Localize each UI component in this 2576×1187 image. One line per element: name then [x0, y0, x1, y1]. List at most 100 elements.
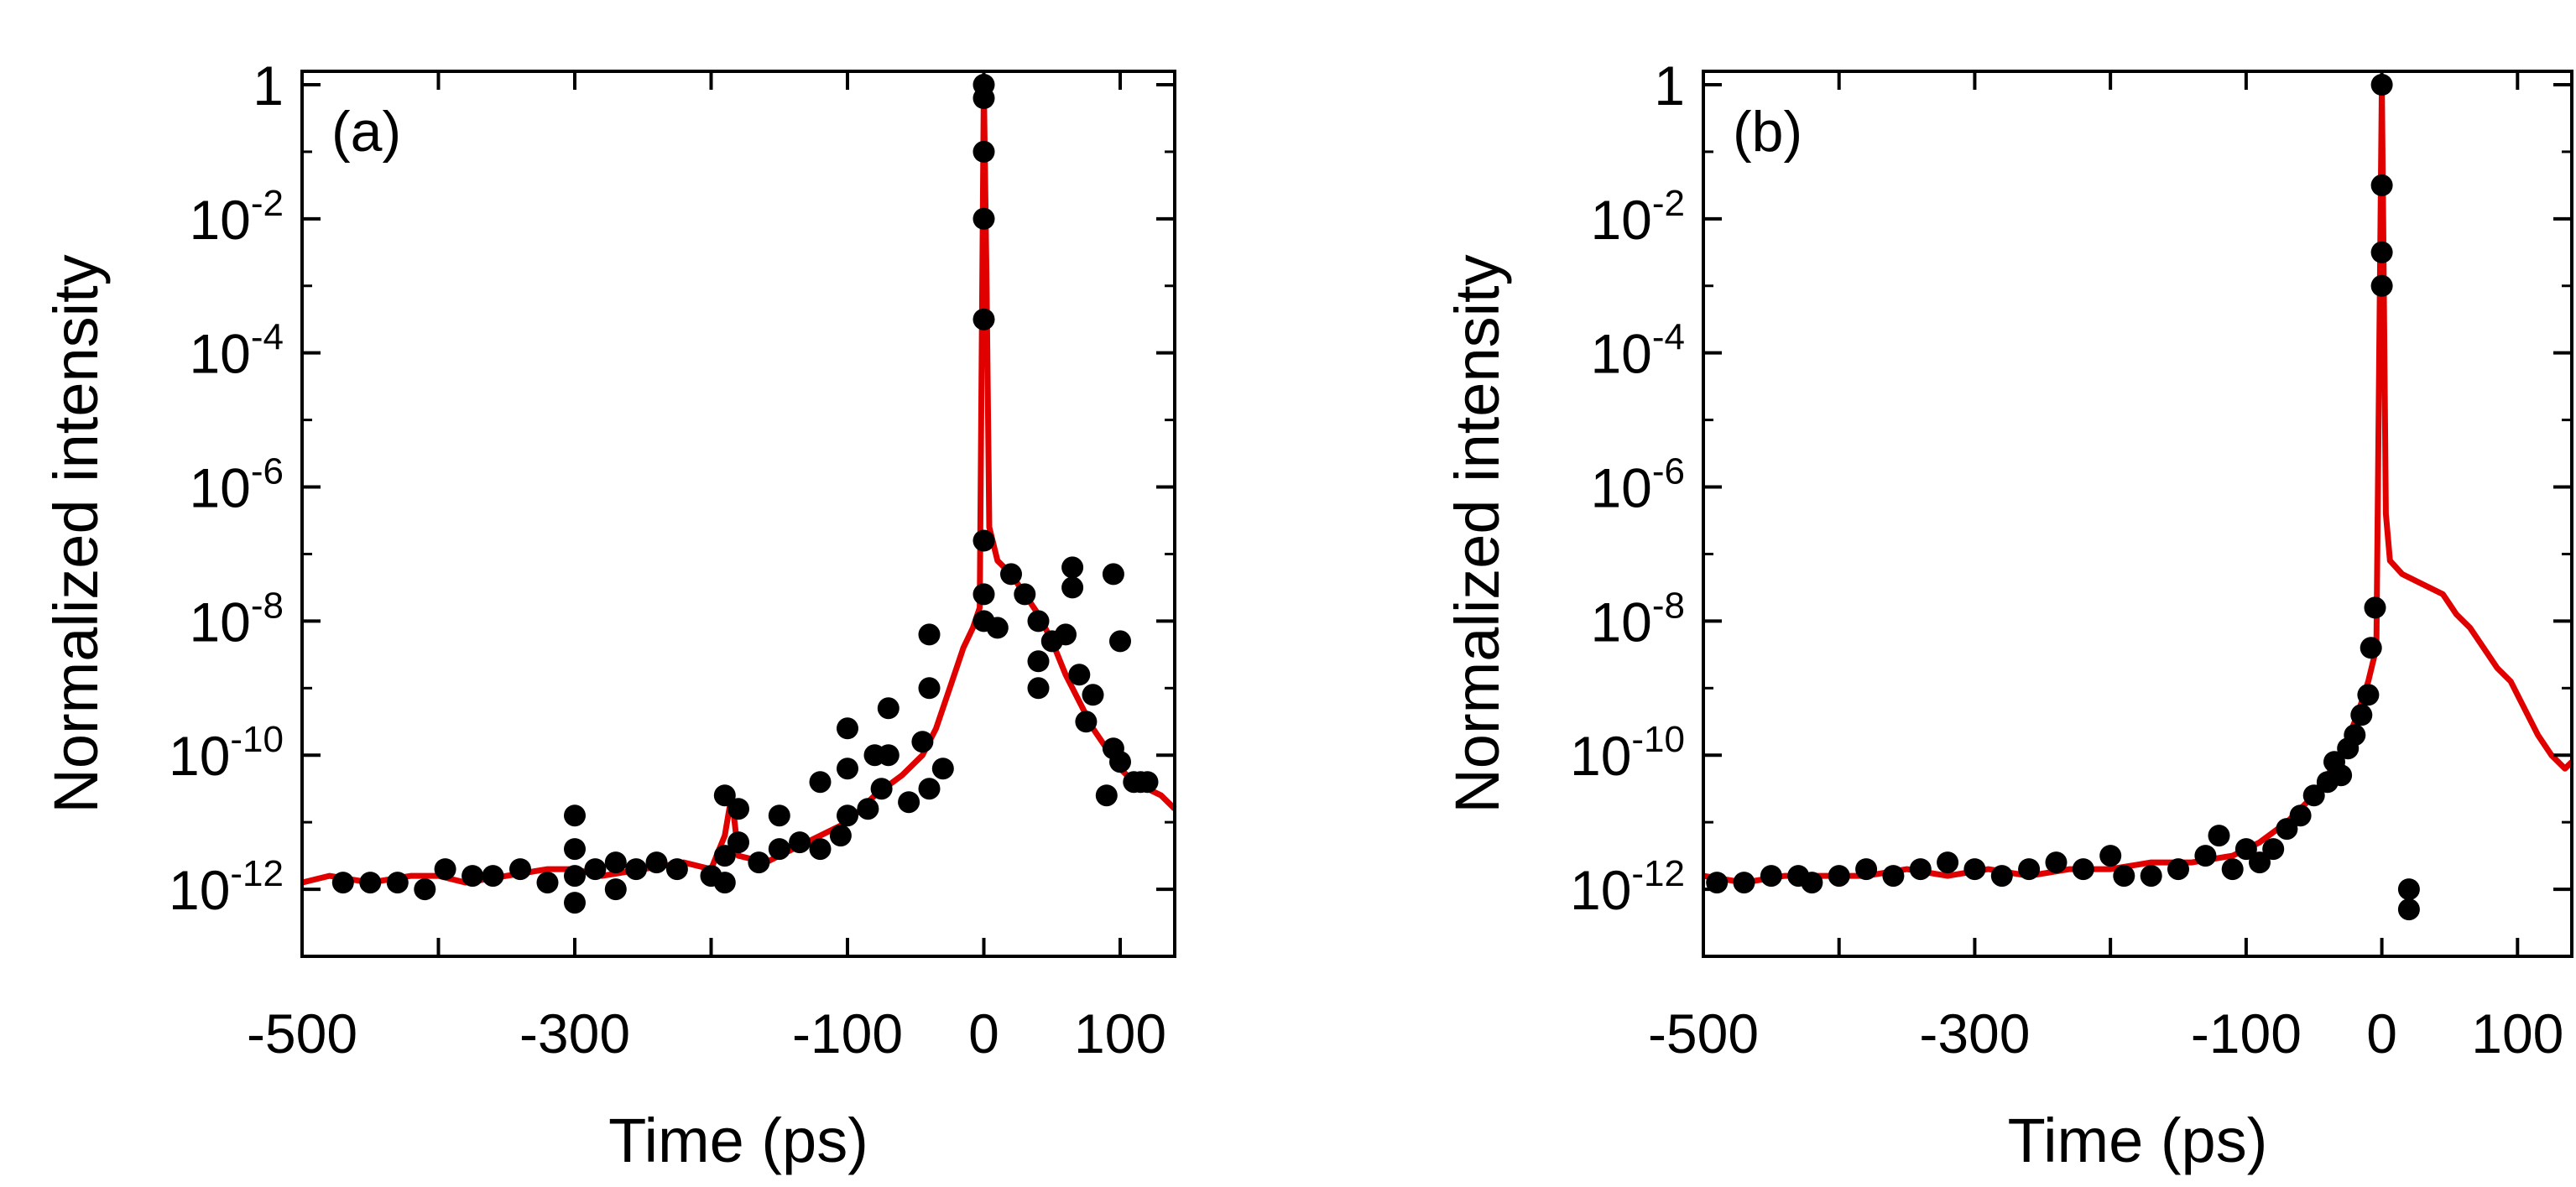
data-point	[665, 858, 688, 881]
data-point	[359, 872, 382, 894]
data-point	[1990, 865, 2013, 888]
data-point	[2276, 818, 2298, 841]
data-point	[877, 697, 900, 720]
data-point	[2370, 241, 2393, 263]
data-point	[911, 731, 934, 753]
data-point	[727, 831, 749, 854]
data-point	[973, 140, 995, 163]
y-tick-label: 1	[253, 55, 284, 117]
data-point	[1109, 630, 1131, 653]
data-point	[918, 677, 941, 700]
data-point	[973, 207, 995, 230]
data-point	[973, 529, 995, 552]
x-tick-label: 100	[1074, 1002, 1166, 1065]
x-tick-label: -300	[1919, 1002, 2030, 1065]
data-point	[1061, 556, 1084, 579]
y-tick-label: 1	[1654, 55, 1685, 117]
panel-label: (a)	[331, 100, 401, 164]
plot-frame	[300, 70, 1176, 958]
data-point	[829, 825, 852, 847]
data-point	[2018, 858, 2041, 881]
data-point	[713, 845, 736, 867]
data-point	[1000, 563, 1022, 586]
data-point	[564, 838, 586, 861]
data-point	[809, 838, 832, 861]
data-point	[2397, 878, 2420, 901]
data-point	[2357, 684, 2380, 706]
data-point	[2194, 845, 2217, 867]
data-point	[986, 617, 1009, 639]
data-point	[713, 784, 736, 807]
data-point	[2072, 858, 2094, 881]
x-tick-label: 0	[968, 1002, 999, 1065]
data-point	[789, 831, 811, 854]
panel-b: -500 -300 -100 0 100 1 10-2 10-4 10-6 10-8 10-10 10…	[1442, 55, 2574, 1175]
data-point	[2249, 851, 2271, 874]
data-point	[837, 804, 858, 827]
data-point	[2350, 704, 2373, 726]
panel-a: -500 -300 -100 0 100 1 10-2 10-4 10-6 10-8 10-10 10…	[41, 55, 1177, 1175]
data-point	[564, 804, 586, 827]
y-tick-label: 10-6	[189, 451, 284, 519]
data-point	[331, 872, 354, 894]
y-tick-label: 10-10	[169, 719, 284, 787]
y-axis-label: Normalized intensity	[41, 254, 111, 813]
data-point	[536, 872, 559, 894]
data-point	[973, 308, 995, 331]
data-point	[461, 865, 484, 888]
data-point	[1909, 858, 1932, 881]
data-point	[768, 804, 790, 827]
data-point	[2330, 764, 2353, 787]
data-point	[857, 798, 879, 820]
data-point	[713, 872, 736, 894]
data-point	[1095, 784, 1118, 807]
y-tick-label: 10-12	[169, 853, 284, 921]
data-point	[584, 858, 607, 881]
data-point	[414, 878, 436, 901]
data-point	[2113, 865, 2135, 888]
data-point	[1082, 684, 1104, 706]
data-point	[1733, 872, 1755, 894]
data-point	[2397, 898, 2420, 921]
x-tick-label: 0	[2366, 1002, 2397, 1065]
data-point	[1937, 851, 1959, 874]
data-point	[1027, 677, 1050, 700]
panel-label: (b)	[1733, 100, 1802, 164]
data-point	[748, 851, 770, 874]
data-point	[1027, 650, 1050, 673]
y-tick-label: 10-2	[189, 183, 284, 251]
data-point	[898, 791, 920, 814]
y-tick-label: 10-4	[1590, 317, 1685, 385]
data-point	[2289, 804, 2312, 827]
data-point	[870, 778, 893, 800]
data-point	[1760, 865, 1782, 888]
data-point	[2302, 784, 2325, 807]
data-point	[1109, 751, 1131, 773]
data-point	[1014, 583, 1036, 606]
data-point	[837, 717, 858, 740]
data-point	[727, 798, 749, 820]
data-point	[564, 865, 586, 888]
data-point	[604, 851, 627, 874]
data-point	[1075, 711, 1098, 733]
data-point	[2099, 845, 2122, 867]
data-point	[2045, 851, 2068, 874]
data-point	[2360, 637, 2382, 659]
data-point	[877, 744, 900, 767]
data-point	[1055, 623, 1077, 646]
x-axis-label: Time (ps)	[608, 1106, 868, 1175]
data-point	[1136, 771, 1159, 794]
data-point	[434, 858, 456, 881]
x-tick-label: -100	[2191, 1002, 2302, 1065]
y-axis-label: Normalized intensity	[1442, 254, 1512, 813]
data-point	[1801, 872, 1823, 894]
y-tick-label: 10-2	[1590, 183, 1685, 251]
x-tick-label: -500	[247, 1002, 357, 1065]
data-point	[604, 878, 627, 901]
data-point	[564, 892, 586, 914]
data-point	[625, 858, 648, 881]
x-tick-label: 100	[2471, 1002, 2563, 1065]
data-point	[645, 851, 668, 874]
series-line	[301, 81, 1177, 886]
